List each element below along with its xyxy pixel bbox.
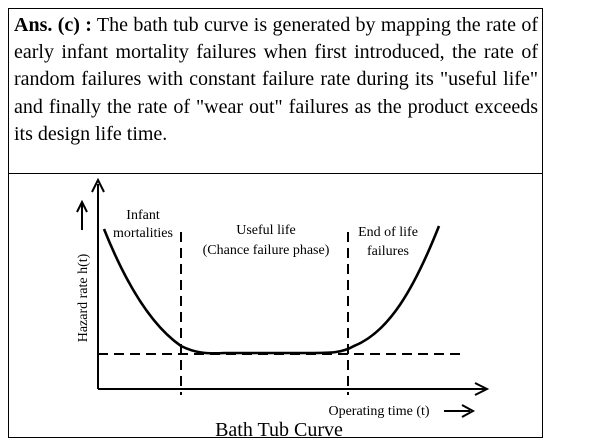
useful-label-line1: Useful life bbox=[236, 223, 295, 238]
bathtub-curve-svg: Hazard rate h(t) Infant mortalities Usef… bbox=[76, 177, 490, 438]
answer-text-box: Ans. (c) : The bath tub curve is generat… bbox=[9, 9, 542, 174]
bathtub-curve bbox=[102, 225, 441, 355]
end-label-line1: End of life bbox=[358, 225, 418, 240]
answer-lead: Ans. (c) : bbox=[14, 14, 92, 36]
right-arrow-icon bbox=[461, 404, 476, 418]
answer-card: Ans. (c) : The bath tub curve is generat… bbox=[8, 8, 543, 438]
useful-label-line2: (Chance failure phase) bbox=[203, 243, 330, 258]
up-arrow-icon bbox=[76, 199, 88, 213]
x-axis-label: Operating time (t) bbox=[328, 404, 429, 419]
y-axis-label: Hazard rate h(t) bbox=[76, 253, 91, 342]
x-axis-arrowhead-icon bbox=[474, 382, 490, 396]
answer-body: The bath tub curve is generated by mappi… bbox=[14, 14, 538, 145]
bathtub-diagram: Hazard rate h(t) Infant mortalities Usef… bbox=[9, 174, 542, 438]
infant-label-line1: Infant bbox=[126, 208, 160, 223]
diagram-title: Bath Tub Curve bbox=[215, 419, 343, 438]
end-label-line2: failures bbox=[367, 244, 409, 259]
infant-label-line2: mortalities bbox=[113, 226, 173, 241]
y-axis-arrowhead-icon bbox=[91, 177, 105, 193]
